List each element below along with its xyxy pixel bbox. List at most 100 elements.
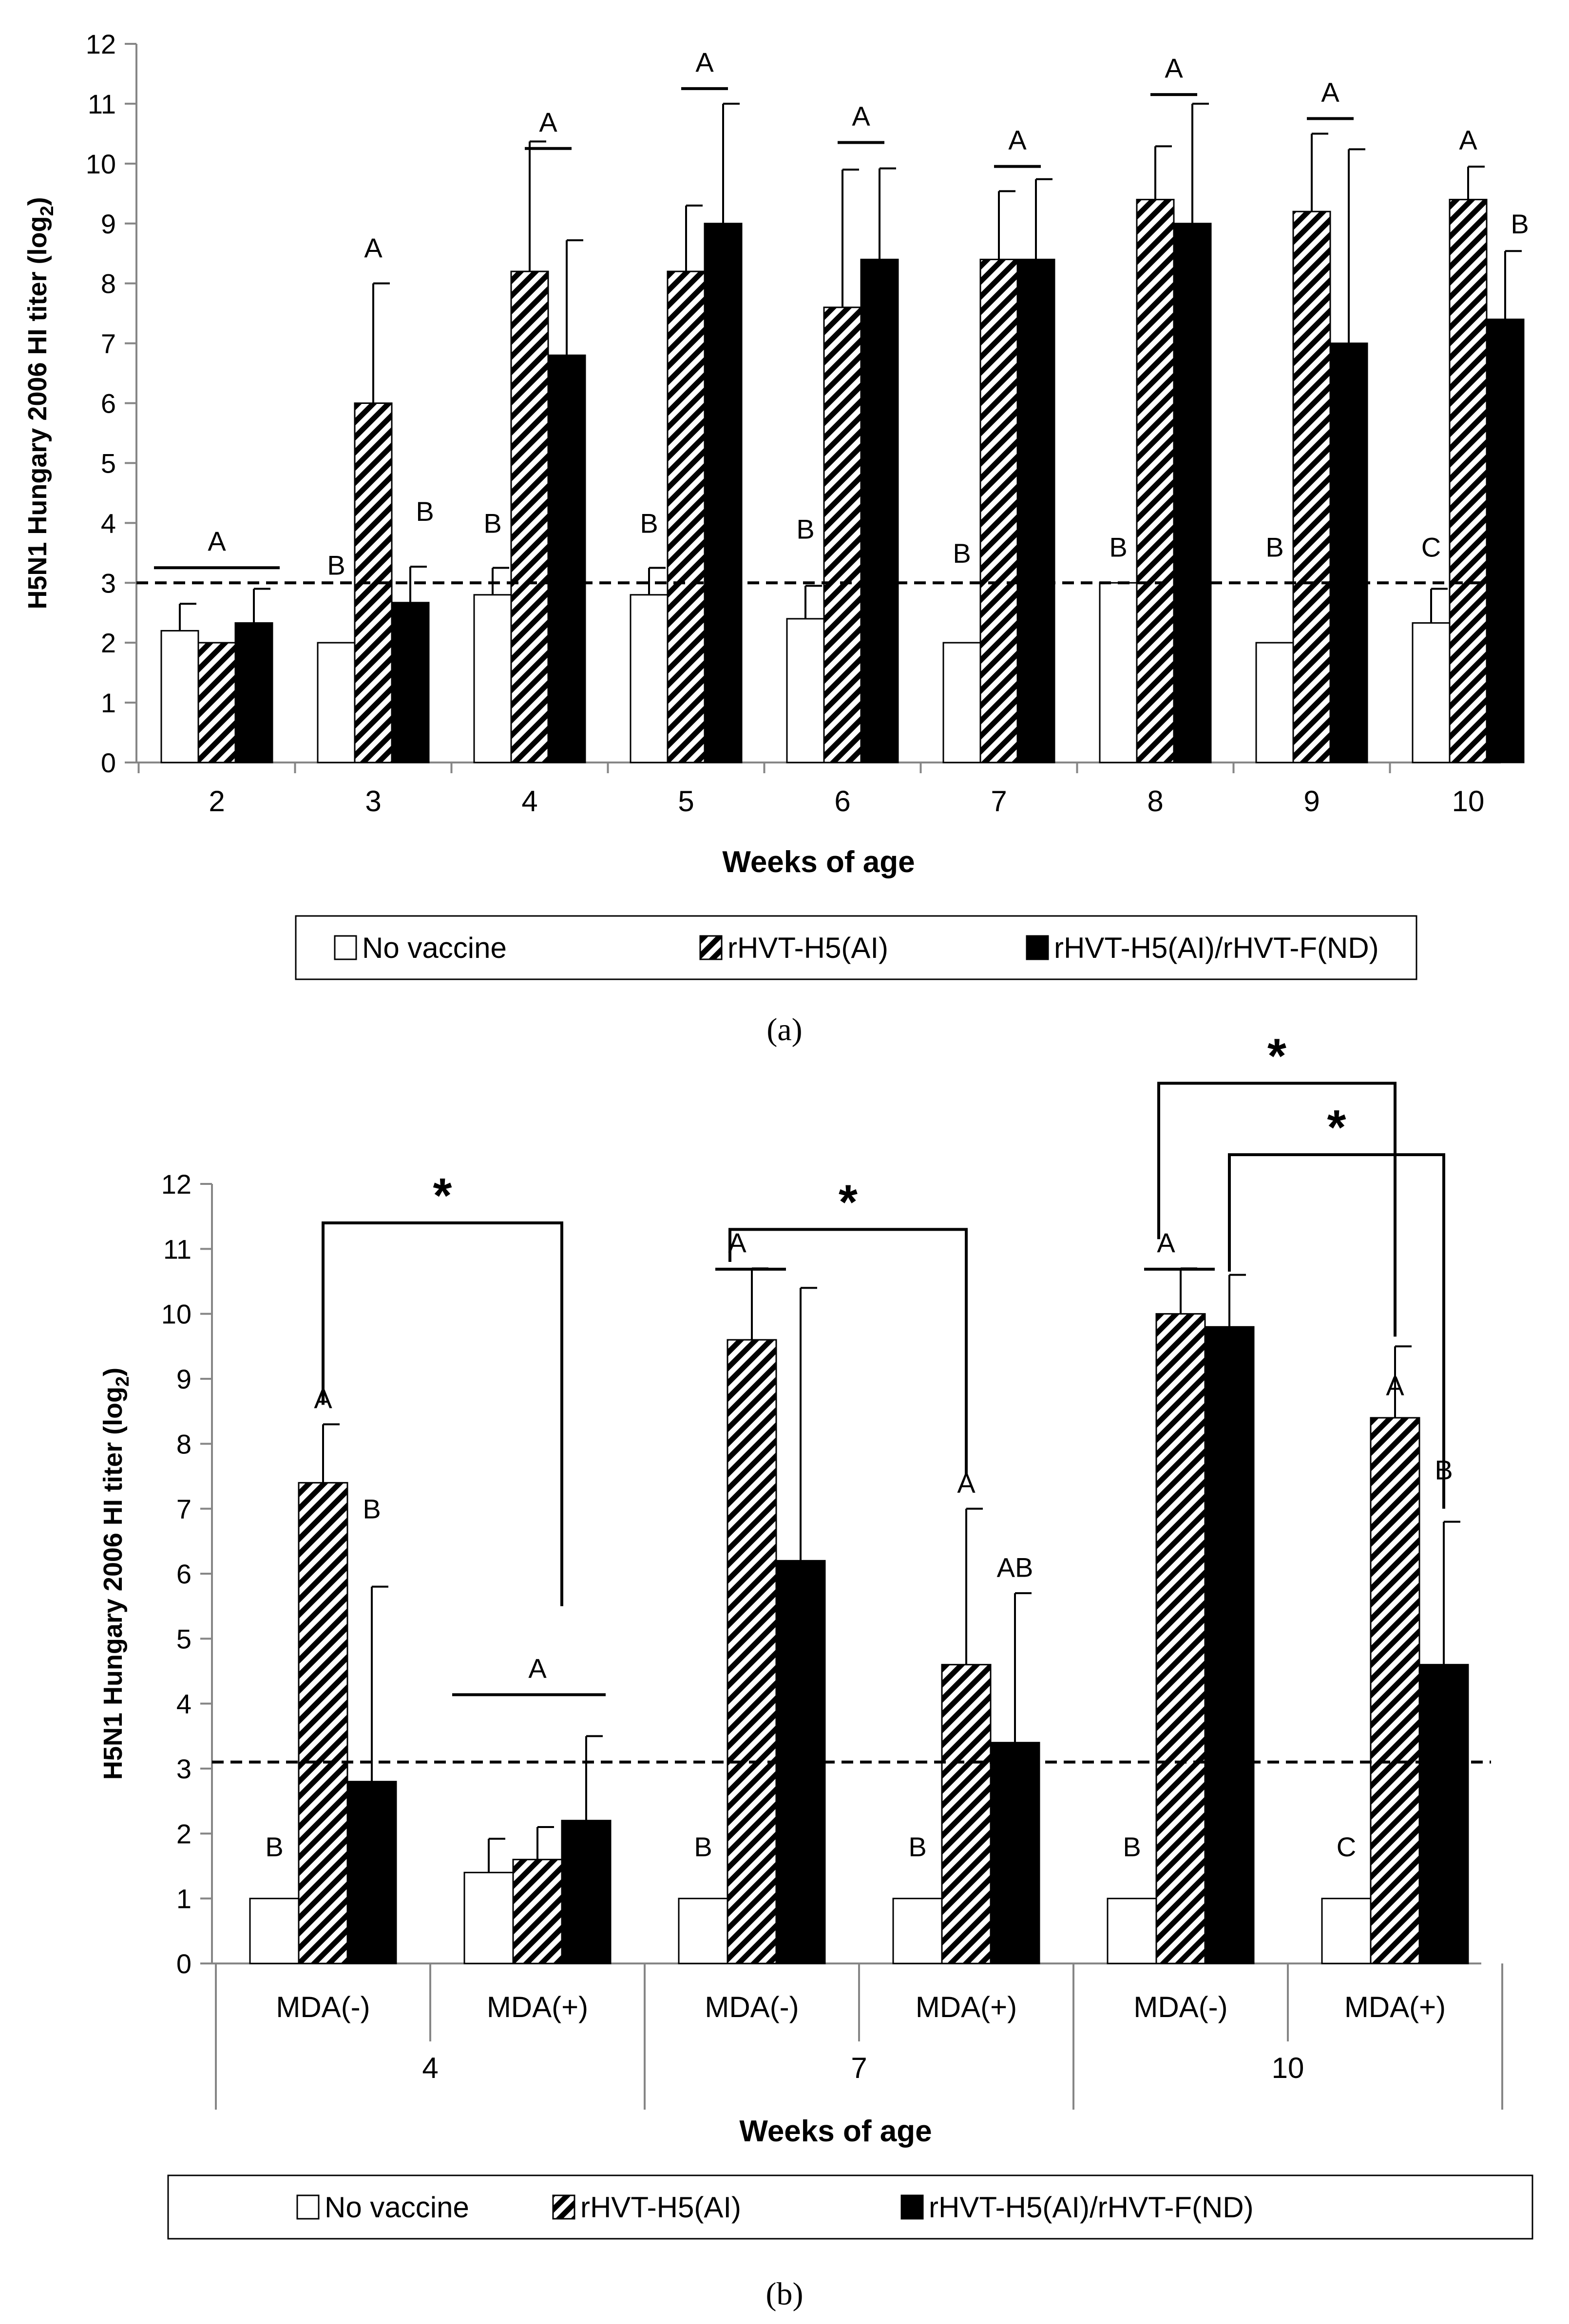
bar-hatched — [1370, 1417, 1420, 1964]
bar-white — [1107, 1898, 1157, 1964]
bar-hatched — [1292, 210, 1331, 763]
bar-black — [346, 1781, 397, 1964]
significance-star: * — [1267, 1029, 1286, 1083]
y-tick-label: 2 — [101, 628, 116, 658]
x-tick-label: 9 — [1303, 785, 1320, 818]
significance-letter: C — [1421, 532, 1441, 563]
significance-letter: A — [364, 232, 383, 263]
bar-white — [160, 630, 199, 763]
y-tick-label: 0 — [101, 747, 116, 778]
bar-black — [1016, 259, 1055, 763]
bar-black — [775, 1560, 826, 1964]
y-tick-label: 11 — [88, 89, 116, 119]
y-tick-label: 2 — [176, 1818, 191, 1849]
legend-swatch-white — [296, 2194, 320, 2220]
x-tick-label: MDA(+) — [487, 1991, 588, 2023]
x-group-label: 4 — [422, 2052, 438, 2084]
significance-letter: A — [1459, 125, 1477, 155]
x-tick-label: MDA(+) — [1344, 1991, 1446, 2023]
y-axis-title: H5N1 Hungary 2006 HI titer (log2) — [23, 197, 57, 609]
bar-white — [1412, 622, 1451, 763]
significance-letter: A — [1008, 125, 1027, 155]
legend-swatch-black — [900, 2194, 924, 2220]
y-tick-label: 1 — [176, 1884, 191, 1914]
y-tick-label: 3 — [176, 1753, 191, 1784]
bar-hatched — [727, 1339, 777, 1964]
bar-white — [473, 594, 512, 763]
bar-white — [1255, 642, 1294, 763]
legend-label: rHVT-H5(AI)/rHVT-F(ND) — [1054, 932, 1379, 964]
significance-letter: A — [208, 526, 226, 556]
significance-letter: A — [852, 101, 870, 132]
bar-black — [1418, 1664, 1469, 1964]
y-tick-label: 11 — [163, 1234, 191, 1264]
y-tick-label: 4 — [101, 508, 116, 538]
y-tick-label: 6 — [101, 388, 116, 419]
significance-letter: B — [363, 1494, 381, 1524]
legend-label: rHVT-H5(AI) — [580, 2191, 741, 2224]
legend-label: No vaccine — [325, 2191, 469, 2224]
x-tick-label: 8 — [1147, 785, 1163, 818]
bar-black — [547, 354, 586, 763]
bar-black — [1173, 223, 1212, 763]
bar-hatched — [1136, 199, 1175, 763]
y-tick-label: 9 — [176, 1364, 191, 1394]
bar-white — [630, 594, 669, 763]
x-tick-label: MDA(-) — [705, 1991, 799, 2023]
bar-black — [561, 1820, 612, 1964]
y-tick-label: 6 — [176, 1559, 191, 1589]
y-axis-title: H5N1 Hungary 2006 HI titer (log2) — [98, 1368, 133, 1780]
y-tick-label: 4 — [176, 1689, 191, 1719]
bar-black — [391, 602, 430, 763]
significance-letter: B — [694, 1831, 712, 1862]
panel-label: (b) — [766, 2276, 804, 2312]
bar-hatched — [941, 1664, 992, 1964]
bar-black — [1486, 318, 1525, 763]
significance-letter: AB — [997, 1552, 1033, 1583]
bar-white — [1321, 1898, 1372, 1964]
x-tick-label: MDA(-) — [1133, 1991, 1227, 2023]
bar-black — [1204, 1326, 1255, 1964]
bar-white — [892, 1898, 943, 1964]
x-tick-label: MDA(+) — [916, 1991, 1017, 2023]
significance-letter: B — [953, 538, 971, 569]
legend-label: No vaccine — [362, 932, 507, 964]
significance-letter: B — [265, 1831, 283, 1862]
legend-label: rHVT-H5(AI) — [727, 932, 888, 964]
significance-letter: A — [695, 47, 714, 77]
y-tick-label: 1 — [101, 687, 116, 718]
significance-letter: C — [1337, 1831, 1356, 1862]
significance-letter: A — [1165, 53, 1183, 83]
x-tick-label: MDA(-) — [276, 1991, 370, 2023]
significance-letter: A — [528, 1653, 547, 1683]
legend-swatch-white — [334, 935, 357, 960]
y-tick-label: 7 — [176, 1494, 191, 1524]
y-tick-label: 5 — [176, 1623, 191, 1654]
bar-white — [317, 642, 356, 763]
x-tick-label: 6 — [834, 785, 850, 818]
bar-white — [942, 642, 981, 763]
x-group-label: 10 — [1272, 2052, 1304, 2084]
significance-bracket — [322, 1221, 563, 1606]
bar-black — [1329, 343, 1368, 763]
bar-white — [1099, 582, 1138, 763]
bar-black — [234, 622, 273, 763]
legend-swatch-hatched — [552, 2194, 575, 2220]
x-tick-label: 5 — [678, 785, 694, 818]
panel-label: (a) — [766, 1012, 802, 1048]
significance-letter: A — [1386, 1370, 1404, 1401]
significance-star: * — [839, 1175, 858, 1229]
significance-letter: B — [1109, 532, 1127, 563]
x-tick-label: 3 — [365, 785, 381, 818]
x-tick-label: 10 — [1452, 785, 1485, 818]
x-group-label: 7 — [851, 2052, 867, 2084]
y-tick-label: 3 — [101, 568, 116, 598]
significance-letter: B — [796, 514, 814, 545]
y-tick-label: 0 — [176, 1948, 191, 1979]
legend-box — [295, 915, 1417, 980]
bar-black — [860, 259, 899, 763]
y-tick-label: 9 — [101, 209, 116, 239]
